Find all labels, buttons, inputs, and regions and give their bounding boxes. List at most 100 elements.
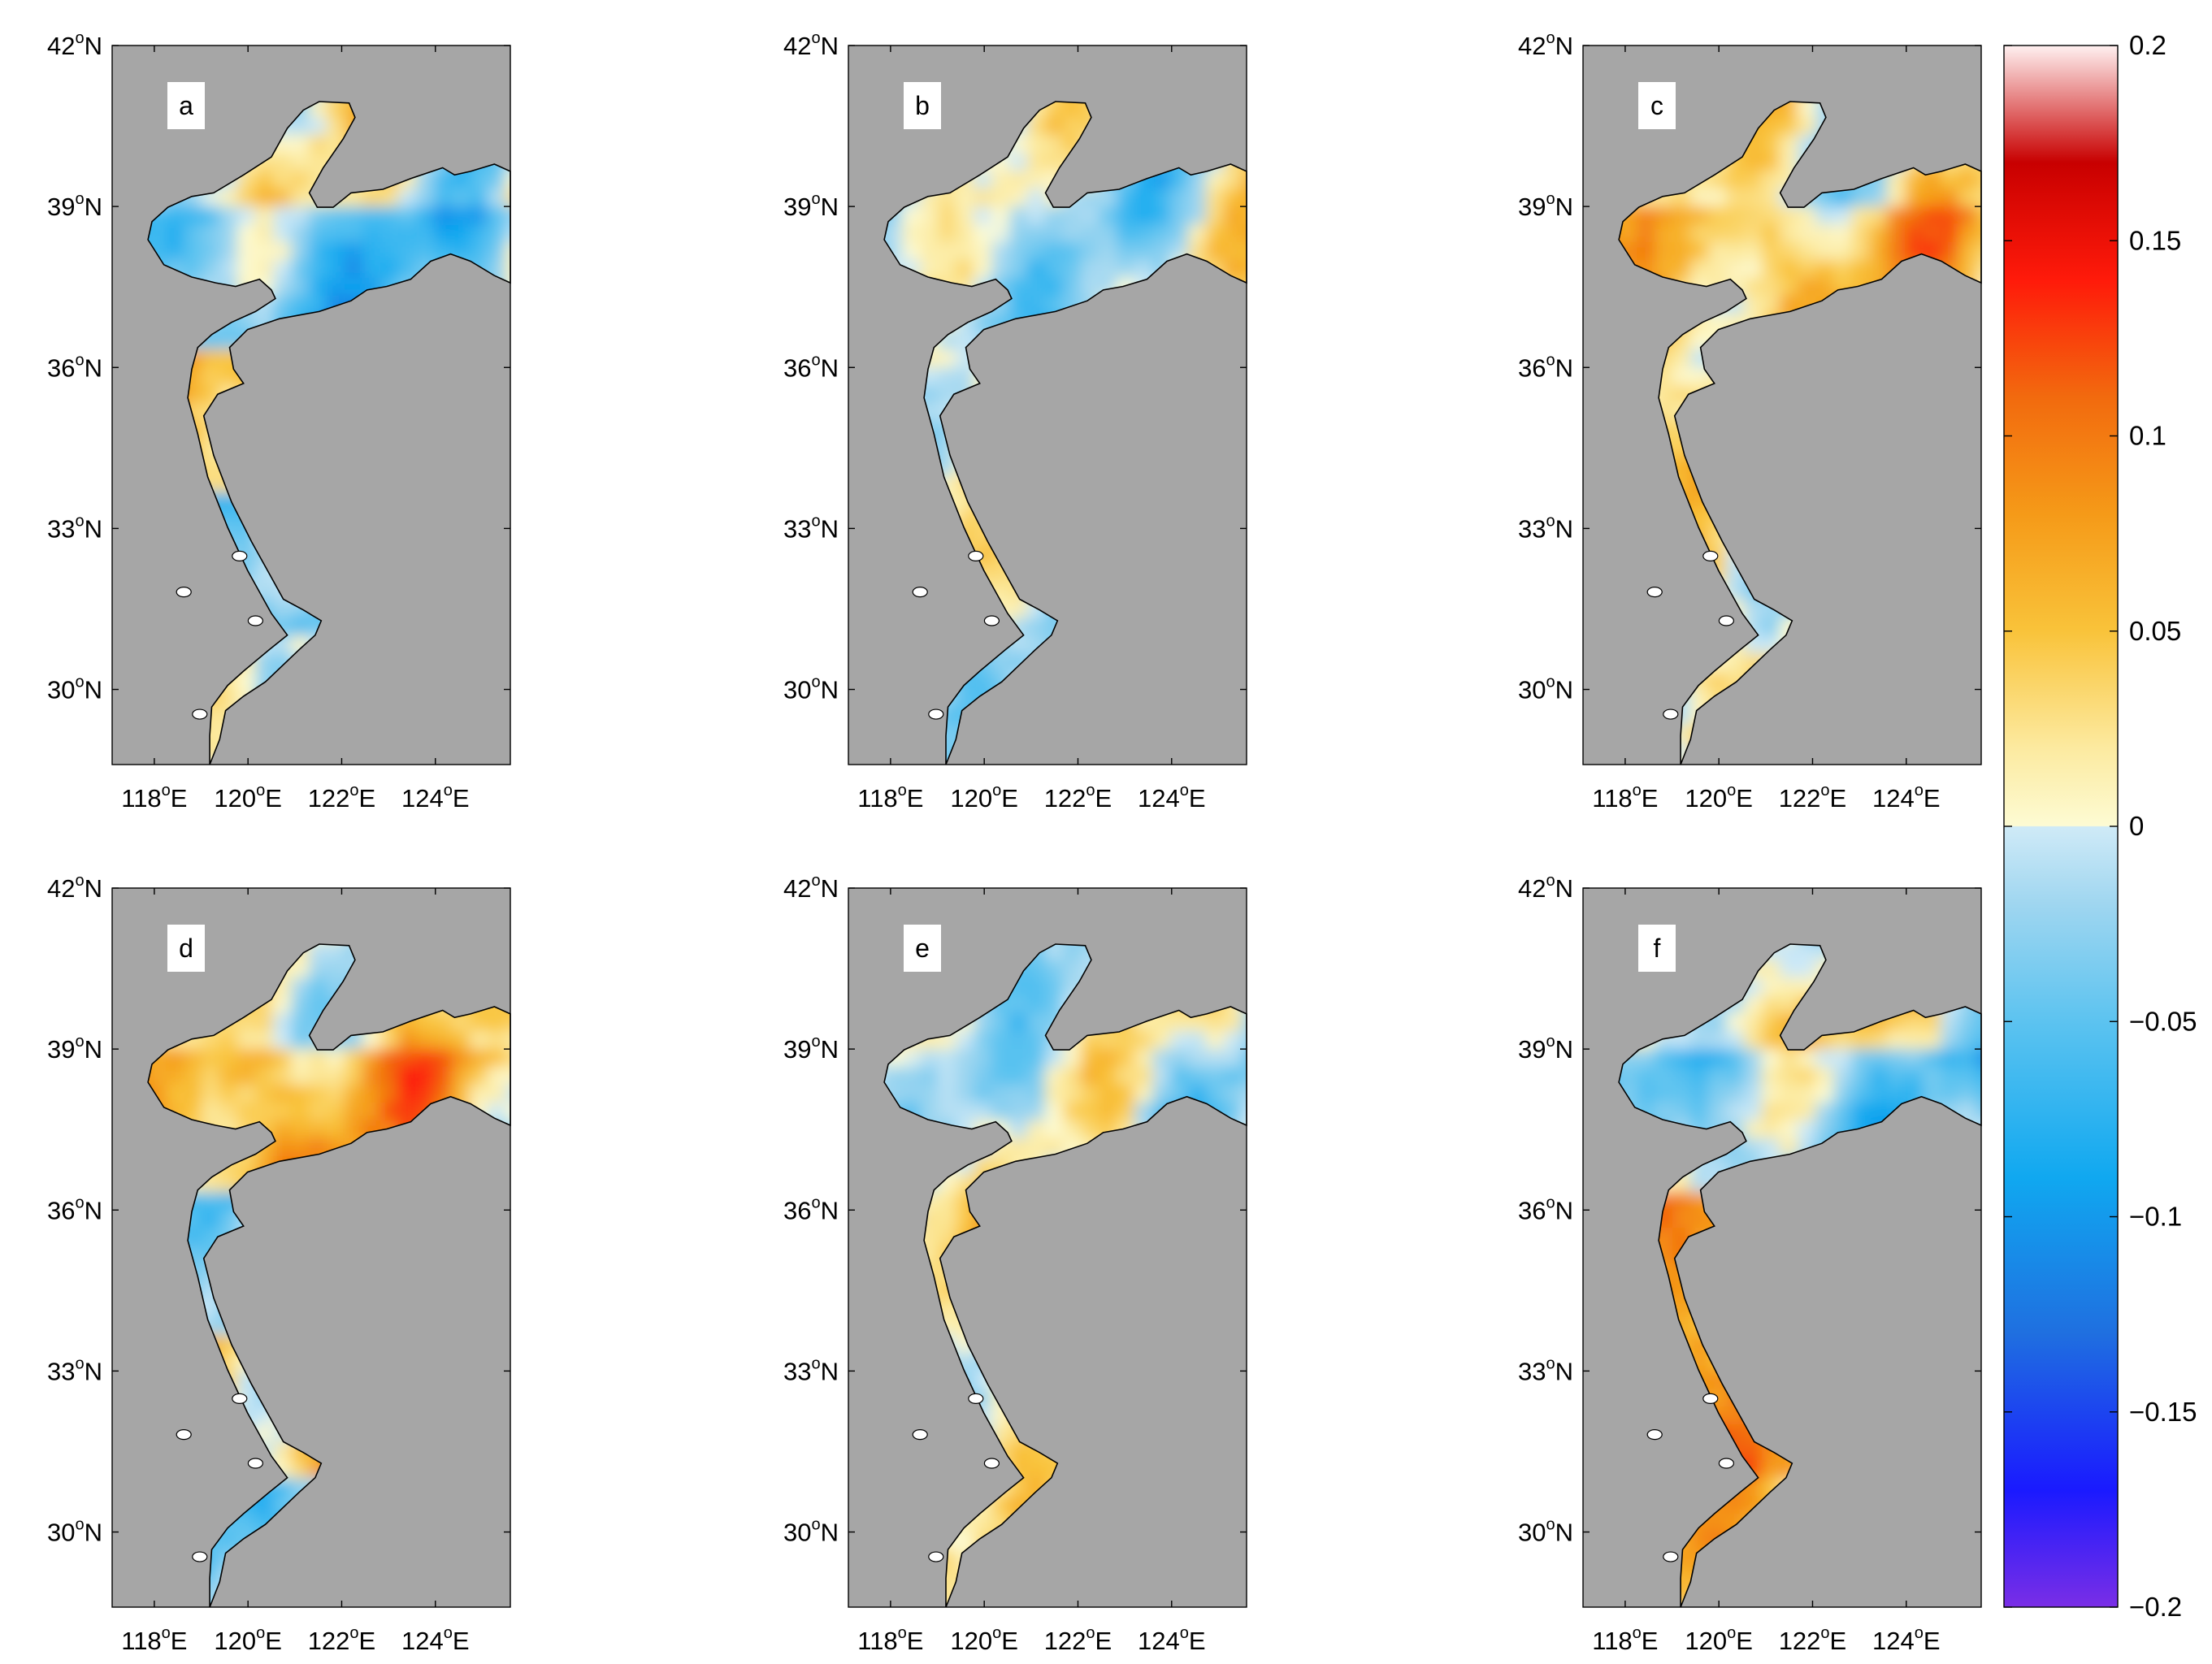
coastline — [1618, 943, 1982, 1608]
island — [1718, 615, 1734, 626]
island — [192, 708, 208, 720]
y-tick-label: 39oN — [47, 190, 102, 221]
panel-label: c — [1650, 91, 1663, 120]
y-tick-label: 42oN — [1518, 872, 1573, 903]
colorbar-tick-label: 0 — [2129, 811, 2144, 841]
y-tick-label: 42oN — [783, 29, 839, 60]
y-tick-label: 30oN — [1518, 1516, 1573, 1547]
island — [912, 1428, 928, 1441]
island — [983, 1458, 1000, 1469]
island — [176, 1428, 192, 1441]
y-tick-label: 42oN — [47, 29, 102, 60]
map-panel-a: a 42oN 39oN 36oN 33oN 30oN 118oE 120oE 122oE 124o… — [47, 29, 511, 812]
map-panel-e: e 42oN 39oN 36oN 33oN 30oN 118oE 120oE 122oE 124o… — [783, 872, 1247, 1655]
x-tick-label: 124oE — [1872, 1624, 1941, 1655]
island — [912, 586, 928, 598]
y-tick-label: 33oN — [47, 1354, 102, 1385]
x-tick-label: 118oE — [1592, 1624, 1658, 1655]
island — [968, 1393, 984, 1404]
x-tick-label: 122oE — [308, 782, 376, 812]
y-tick-label: 36oN — [783, 1194, 839, 1224]
x-tick-label: 120oE — [950, 782, 1018, 812]
x-tick-label: 124oE — [1138, 1624, 1206, 1655]
axes-frame — [111, 887, 511, 1608]
x-tick-label: 118oE — [121, 1624, 187, 1655]
y-tick-label: 30oN — [47, 1516, 102, 1547]
x-tick-label: 118oE — [1592, 782, 1658, 812]
island — [1663, 708, 1679, 720]
island — [1702, 550, 1719, 561]
y-tick-label: 42oN — [1518, 29, 1573, 60]
map-panel-f: f 42oN 39oN 36oN 33oN 30oN 118oE 120oE 122oE 124o… — [1518, 872, 1982, 1655]
x-tick-label: 124oE — [401, 1624, 470, 1655]
x-tick-label: 122oE — [308, 1624, 376, 1655]
island — [968, 550, 984, 561]
island — [232, 1393, 248, 1404]
y-tick-label: 30oN — [783, 674, 839, 704]
y-tick-label: 33oN — [1518, 512, 1573, 543]
panel-label-box — [904, 82, 941, 129]
x-tick-label: 118oE — [857, 782, 923, 812]
island — [1663, 1551, 1679, 1562]
map-panel-c: c 42oN 39oN 36oN 33oN 30oN 118oE 120oE 122oE 124o… — [1518, 29, 1982, 812]
y-tick-label: 30oN — [47, 674, 102, 704]
colorbar-tick-label: −0.2 — [2129, 1592, 2182, 1622]
panel-label: b — [915, 91, 930, 120]
colorbar-tick-label: 0.1 — [2129, 421, 2166, 451]
x-tick-label: 124oE — [1872, 782, 1941, 812]
island — [1646, 586, 1663, 598]
map-panels: a 42oN 39oN 36oN 33oN 30oN 118oE 120oE 122oE 124o… — [47, 29, 1982, 1655]
island — [247, 1458, 263, 1469]
y-tick-label: 39oN — [47, 1033, 102, 1064]
panel-label: f — [1654, 934, 1661, 963]
x-tick-label: 122oE — [1779, 1624, 1847, 1655]
y-tick-label: 36oN — [783, 351, 839, 382]
island — [928, 708, 944, 720]
panel-label: e — [915, 934, 930, 963]
colorbar-tick-label: −0.05 — [2129, 1006, 2197, 1036]
y-tick-label: 36oN — [47, 351, 102, 382]
y-tick-label: 42oN — [47, 872, 102, 903]
panel-label-box — [904, 925, 941, 972]
island — [928, 1551, 944, 1562]
panel-label: a — [179, 91, 193, 120]
x-tick-label: 122oE — [1779, 782, 1847, 812]
x-tick-label: 120oE — [1685, 1624, 1753, 1655]
island — [192, 1551, 208, 1562]
island — [1646, 1428, 1663, 1441]
y-tick-label: 39oN — [783, 1033, 839, 1064]
x-tick-label: 122oE — [1044, 782, 1113, 812]
x-tick-label: 120oE — [1685, 782, 1753, 812]
island — [247, 615, 263, 626]
map-panel-b: b 42oN 39oN 36oN 33oN 30oN 118oE 120oE 122oE 124o… — [783, 29, 1247, 812]
colorbar-tick-label: −0.15 — [2129, 1397, 2197, 1427]
island — [983, 615, 1000, 626]
coastline — [883, 101, 1247, 765]
axes-frame — [1582, 887, 1982, 1608]
x-tick-label: 124oE — [1138, 782, 1206, 812]
x-tick-label: 120oE — [214, 1624, 282, 1655]
y-tick-label: 33oN — [783, 512, 839, 543]
y-tick-label: 30oN — [1518, 674, 1573, 704]
y-tick-label: 33oN — [783, 1354, 839, 1385]
y-tick-label: 39oN — [783, 190, 839, 221]
panel-label-box — [1638, 82, 1676, 129]
x-tick-label: 120oE — [214, 782, 282, 812]
island — [232, 550, 248, 561]
island — [1718, 1458, 1734, 1469]
y-tick-label: 36oN — [1518, 1194, 1573, 1224]
colorbar-tick-label: 0.05 — [2129, 616, 2181, 646]
x-tick-label: 120oE — [950, 1624, 1018, 1655]
y-tick-label: 36oN — [1518, 351, 1573, 382]
y-tick-label: 30oN — [783, 1516, 839, 1547]
map-panel-d: d 42oN 39oN 36oN 33oN 30oN 118oE 120oE 122oE 124o… — [47, 872, 511, 1655]
y-tick-label: 36oN — [47, 1194, 102, 1224]
axes-frame — [848, 887, 1247, 1608]
axes-frame — [111, 45, 511, 765]
coastline — [147, 943, 511, 1608]
x-tick-label: 118oE — [121, 782, 187, 812]
coastline — [883, 943, 1247, 1608]
coastline — [1618, 101, 1982, 765]
x-tick-label: 124oE — [401, 782, 470, 812]
x-tick-label: 118oE — [857, 1624, 923, 1655]
